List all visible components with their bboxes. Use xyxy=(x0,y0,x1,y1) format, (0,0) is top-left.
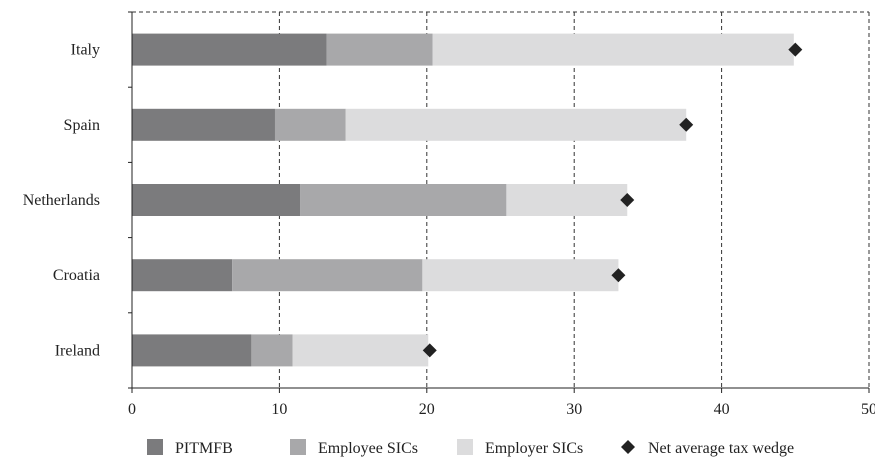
bar-segment xyxy=(345,108,687,141)
bar-segment xyxy=(326,33,433,66)
bar-segment xyxy=(274,108,346,141)
x-tick-label: 50 xyxy=(861,401,875,418)
bar-segment xyxy=(132,334,252,367)
tax-wedge-marker xyxy=(788,42,803,57)
category-label: Spain xyxy=(64,117,100,134)
tax-wedge-marker xyxy=(620,193,635,207)
bar-segment xyxy=(132,259,233,292)
x-tick-label: 10 xyxy=(271,401,287,418)
x-tick-label: 20 xyxy=(419,401,435,418)
legend: PITMFB Employee SICs Employer SICs Net aver… xyxy=(147,439,794,457)
legend-swatch xyxy=(290,439,306,455)
marker-layer xyxy=(422,42,803,358)
legend-swatch xyxy=(457,439,473,455)
legend-swatch xyxy=(147,439,163,455)
category-label: Italy xyxy=(71,42,100,59)
bar-segment xyxy=(132,108,275,141)
bar-segment xyxy=(232,259,423,292)
tax-wedge-marker xyxy=(679,117,694,132)
legend-label: PITMFB xyxy=(175,440,233,457)
legend-label: Employer SICs xyxy=(485,440,583,457)
bar-segment xyxy=(132,33,327,66)
axis-layer: Italy Spain Netherlands Croatia Ireland 0 10 20… xyxy=(23,11,875,418)
bar-segment xyxy=(300,184,507,216)
x-tick-label: 0 xyxy=(128,401,136,418)
bar-segment xyxy=(432,33,794,66)
legend-label: Net average tax wedge xyxy=(648,440,794,457)
legend-marker-diamond xyxy=(621,440,635,454)
grid-layer xyxy=(132,11,870,388)
bar-segment xyxy=(506,184,628,216)
legend-label: Employee SICs xyxy=(318,440,418,457)
bar-segment xyxy=(251,334,293,367)
category-label: Ireland xyxy=(55,342,100,359)
bar-segment xyxy=(422,259,619,292)
tax-wedge-marker xyxy=(422,343,437,358)
bar-segment xyxy=(292,334,429,367)
x-tick-label: 30 xyxy=(566,401,582,418)
bar-layer xyxy=(132,33,794,367)
category-label: Croatia xyxy=(53,267,100,284)
x-tick-label: 40 xyxy=(714,401,730,418)
category-label: Netherlands xyxy=(23,192,100,209)
bar-segment xyxy=(132,184,301,216)
tax-wedge-marker xyxy=(611,268,626,283)
